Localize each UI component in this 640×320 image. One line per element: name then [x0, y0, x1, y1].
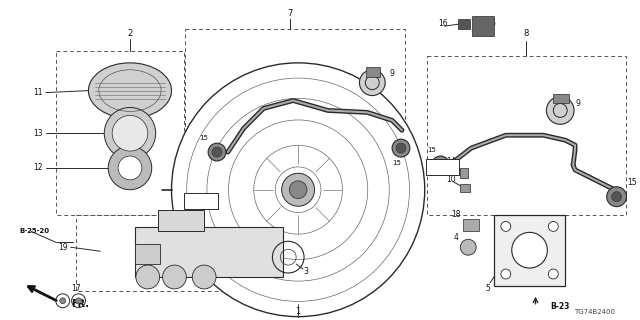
FancyBboxPatch shape: [184, 193, 218, 209]
Circle shape: [192, 265, 216, 289]
Bar: [157, 210, 204, 231]
Circle shape: [282, 173, 315, 206]
Text: 2: 2: [127, 28, 132, 38]
Bar: [56, 51, 184, 214]
Text: 10: 10: [447, 175, 456, 184]
Circle shape: [460, 239, 476, 255]
Bar: [460, 184, 470, 192]
Text: 14: 14: [447, 157, 456, 166]
Circle shape: [172, 63, 425, 316]
FancyBboxPatch shape: [426, 159, 460, 175]
Text: 16: 16: [438, 19, 449, 28]
Text: 3: 3: [303, 267, 308, 276]
Circle shape: [208, 143, 226, 161]
Text: 15: 15: [392, 160, 401, 166]
Bar: [427, 56, 627, 214]
Circle shape: [396, 143, 406, 153]
Bar: [463, 220, 479, 231]
Circle shape: [163, 265, 186, 289]
Text: E-3: E-3: [195, 198, 207, 204]
Text: 15: 15: [627, 178, 637, 187]
Text: B-25-20: B-25-20: [19, 228, 49, 234]
Bar: [135, 228, 284, 277]
Text: TG74B2400: TG74B2400: [573, 309, 614, 315]
Ellipse shape: [88, 63, 172, 118]
Bar: [551, 239, 565, 253]
Circle shape: [431, 156, 449, 174]
Circle shape: [512, 232, 547, 268]
Text: 7: 7: [287, 9, 293, 18]
Text: 4: 4: [454, 233, 459, 242]
Text: 12: 12: [33, 164, 43, 172]
Bar: [458, 19, 470, 29]
Circle shape: [548, 221, 558, 231]
Circle shape: [501, 221, 511, 231]
Circle shape: [112, 116, 148, 151]
Bar: [76, 214, 303, 291]
Text: 18: 18: [452, 210, 461, 219]
Circle shape: [612, 192, 621, 202]
Text: 1: 1: [296, 307, 301, 316]
Bar: [494, 214, 565, 286]
Bar: [460, 168, 468, 178]
Bar: [554, 93, 569, 102]
Bar: [186, 29, 405, 214]
Text: 6: 6: [490, 19, 495, 28]
Text: 15: 15: [199, 135, 207, 141]
Circle shape: [104, 108, 156, 159]
Circle shape: [547, 97, 574, 124]
Text: 11: 11: [33, 88, 43, 97]
Circle shape: [212, 147, 222, 157]
Text: 13: 13: [33, 129, 43, 138]
Circle shape: [548, 269, 558, 279]
Circle shape: [289, 181, 307, 199]
Text: 15: 15: [428, 147, 436, 153]
Circle shape: [501, 269, 511, 279]
Bar: [472, 16, 494, 36]
Circle shape: [436, 160, 445, 170]
Circle shape: [76, 298, 81, 304]
Circle shape: [360, 70, 385, 96]
Bar: [366, 67, 380, 77]
Text: 9: 9: [390, 69, 394, 78]
Circle shape: [136, 265, 159, 289]
Circle shape: [392, 139, 410, 157]
Text: B-23: B-23: [550, 302, 570, 311]
Circle shape: [607, 187, 627, 207]
Circle shape: [108, 146, 152, 190]
Bar: [135, 244, 159, 264]
Text: 19: 19: [58, 243, 68, 252]
Circle shape: [118, 156, 142, 180]
Text: FR.: FR.: [70, 299, 88, 309]
Text: 5: 5: [486, 284, 490, 293]
Text: 8: 8: [523, 28, 528, 38]
Text: E-3: E-3: [436, 164, 449, 170]
Text: 9: 9: [575, 99, 580, 108]
Circle shape: [60, 298, 66, 304]
Text: 17: 17: [71, 284, 81, 293]
